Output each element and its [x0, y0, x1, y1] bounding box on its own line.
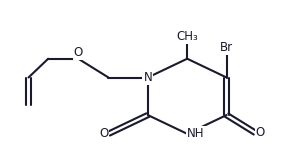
- Text: Br: Br: [220, 41, 233, 54]
- Text: O: O: [74, 46, 83, 59]
- Text: O: O: [99, 127, 109, 140]
- Text: O: O: [255, 126, 265, 140]
- Text: N: N: [143, 71, 152, 84]
- Text: CH₃: CH₃: [176, 30, 198, 43]
- Text: NH: NH: [187, 127, 205, 140]
